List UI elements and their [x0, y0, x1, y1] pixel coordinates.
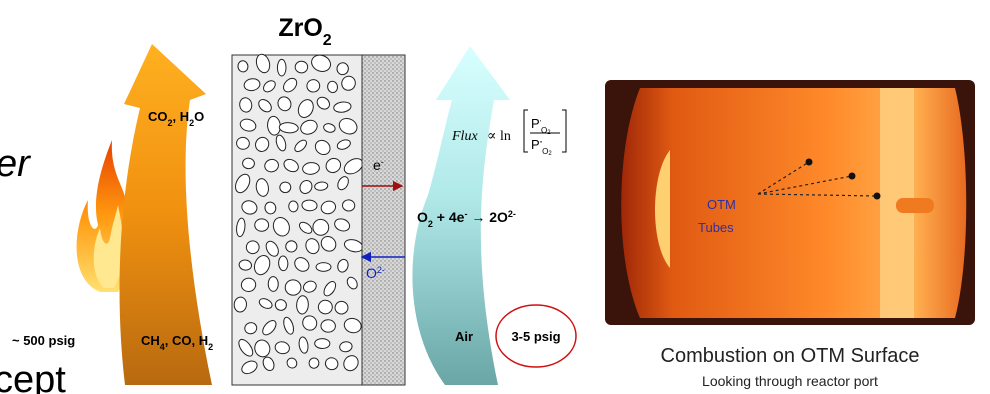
text: + 4e [433, 209, 465, 225]
text: CH [141, 333, 160, 348]
fuel-pressure: ~ 500 psig [12, 333, 75, 348]
pebble [316, 263, 331, 272]
dense-layer [362, 55, 405, 385]
text: - [381, 157, 384, 167]
text: CO [148, 109, 168, 124]
pebble [315, 338, 330, 348]
pebble [288, 201, 298, 212]
cut-text: cept [0, 359, 66, 394]
photo-label: Tubes [698, 220, 734, 235]
photo-label: OTM [707, 197, 736, 212]
text: 2 [323, 32, 332, 49]
diagram: er cept CO2, H2O CH4, CO, H2 ~ 500 psig … [0, 0, 990, 394]
furnace-photo [605, 80, 975, 325]
pebble [285, 279, 301, 295]
pebble [278, 256, 288, 271]
text: 2- [377, 265, 385, 275]
photo-subcaption: Looking through reactor port [702, 373, 878, 389]
text: O [366, 265, 377, 281]
text: Flux [451, 129, 478, 144]
pebble [321, 319, 336, 332]
text: , H [173, 109, 190, 124]
cut-text: er [0, 143, 31, 185]
text: 2- [508, 209, 516, 219]
text: O [417, 209, 428, 225]
membrane-title: ZrO2 [278, 14, 331, 49]
air-label: Air [455, 329, 473, 344]
text: P [531, 137, 540, 152]
text: P"O2 [531, 137, 552, 157]
page: er cept CO2, H2O CH4, CO, H2 ~ 500 psig … [0, 0, 990, 394]
text: P [531, 116, 540, 131]
pebble [242, 158, 255, 169]
text: 2 [548, 151, 552, 157]
pebble [279, 182, 291, 194]
text: , CO, H [165, 333, 208, 348]
text: O [194, 109, 204, 124]
pebble [268, 277, 278, 292]
text: → 2O [467, 209, 508, 225]
text: e [373, 157, 381, 173]
text: ∝ ln [487, 129, 511, 144]
pebble [295, 61, 308, 73]
pebble [296, 295, 309, 314]
text: 2 [208, 342, 213, 352]
pebble [277, 59, 286, 76]
text: ZrO [278, 14, 322, 42]
photo-caption: Combustion on OTM Surface [661, 345, 920, 367]
pebble [255, 219, 269, 232]
air-pressure: 3-5 psig [511, 329, 560, 344]
